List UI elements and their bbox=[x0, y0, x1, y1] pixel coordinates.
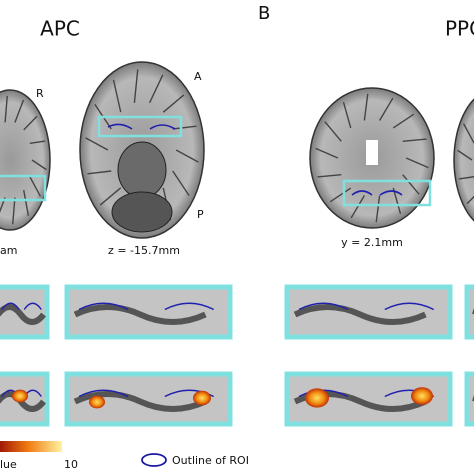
sulcus bbox=[378, 97, 394, 121]
slice-label: am bbox=[0, 244, 17, 257]
roi-outline bbox=[1, 302, 42, 310]
roi-outline bbox=[351, 190, 403, 196]
colorbar bbox=[0, 441, 62, 452]
sulcus bbox=[375, 195, 381, 223]
orientation-label: P bbox=[197, 208, 204, 221]
roi-outline bbox=[298, 302, 435, 311]
sulcus bbox=[172, 125, 197, 130]
sulcus bbox=[148, 74, 164, 104]
tissue bbox=[293, 304, 427, 325]
images bbox=[0, 61, 474, 427]
sulcus bbox=[458, 176, 474, 180]
sulcus bbox=[317, 174, 342, 178]
brain bbox=[453, 98, 474, 222]
sulcus bbox=[405, 157, 429, 169]
sulcus bbox=[133, 69, 139, 103]
sulcus bbox=[12, 197, 16, 225]
sulcus bbox=[162, 94, 185, 113]
cerebellum bbox=[111, 191, 173, 233]
sulcus bbox=[112, 79, 122, 113]
activation bbox=[89, 395, 105, 409]
sulcus bbox=[402, 138, 427, 142]
sulcus bbox=[23, 115, 38, 131]
sulcus bbox=[462, 123, 474, 144]
tissue bbox=[0, 304, 46, 325]
roi-legend-label: Outline of ROI bbox=[172, 454, 249, 467]
sulcus bbox=[175, 149, 199, 163]
zoom-box bbox=[284, 284, 453, 340]
sulcus bbox=[329, 187, 352, 203]
colorbar-label: lue bbox=[0, 458, 17, 471]
sulcus bbox=[172, 170, 190, 197]
sulcus bbox=[14, 99, 25, 123]
zoom-box bbox=[464, 284, 474, 340]
sulcus bbox=[4, 95, 8, 123]
sulcus bbox=[87, 170, 112, 175]
sulcus bbox=[315, 147, 339, 159]
sulcus bbox=[0, 197, 6, 213]
activation bbox=[193, 390, 211, 406]
zoom-box bbox=[0, 284, 50, 340]
roi-outline bbox=[107, 123, 176, 130]
sulcus bbox=[85, 137, 109, 151]
sulcus bbox=[392, 187, 402, 214]
panel-letter: B bbox=[258, 3, 270, 24]
roi-outline bbox=[78, 302, 215, 311]
slice-label: z = -15.7mm bbox=[108, 244, 180, 257]
sulcus bbox=[31, 159, 47, 171]
zoom-box bbox=[64, 284, 233, 340]
sulcus bbox=[23, 189, 30, 216]
zoom-box bbox=[464, 371, 474, 427]
tissue bbox=[73, 304, 207, 325]
sulcus bbox=[342, 102, 352, 129]
roi-box bbox=[342, 179, 432, 207]
roi-legend-icon bbox=[141, 453, 167, 467]
slice-label: y = 2.1mm bbox=[341, 236, 403, 249]
roi-box bbox=[97, 115, 183, 138]
orientation-label: A bbox=[194, 70, 202, 83]
sulcus bbox=[457, 149, 473, 161]
tissue bbox=[73, 391, 207, 412]
sulcus bbox=[324, 121, 342, 142]
sulcus bbox=[29, 176, 42, 197]
panel-title: PPC bbox=[445, 17, 474, 41]
sulcus bbox=[392, 113, 415, 129]
brainstem bbox=[117, 141, 167, 199]
panel-title: APC bbox=[40, 17, 80, 41]
colorbar-max: 10 bbox=[64, 458, 78, 471]
activation bbox=[12, 389, 28, 403]
sulcus bbox=[350, 195, 366, 219]
sulcus bbox=[363, 93, 369, 121]
ventricle bbox=[366, 140, 378, 165]
sulcus bbox=[29, 140, 46, 144]
brain bbox=[0, 89, 51, 231]
roi-box bbox=[0, 174, 47, 202]
sulcus bbox=[99, 187, 122, 206]
orientation-label: R bbox=[36, 87, 44, 100]
activation bbox=[305, 388, 329, 408]
sulcus bbox=[402, 174, 420, 195]
activation bbox=[411, 387, 433, 405]
